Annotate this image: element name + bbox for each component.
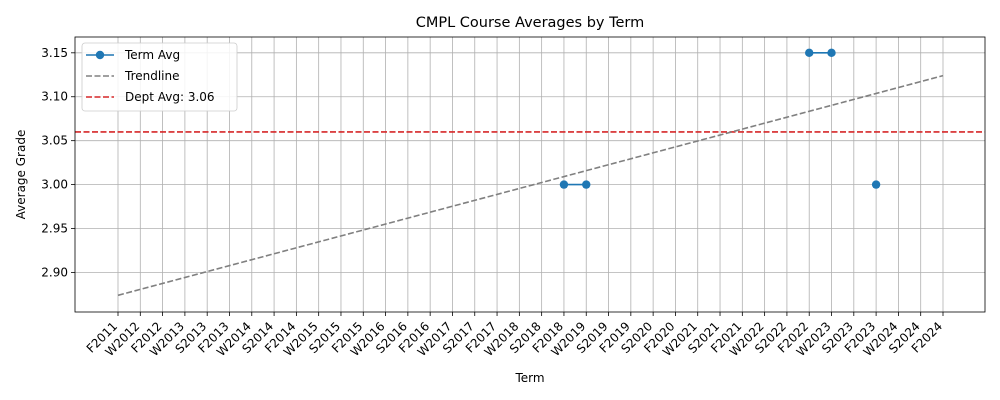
legend-box — [81, 42, 238, 112]
y-tick-label: 3.10 — [41, 90, 68, 104]
chart-title: CMPL Course Averages by Term — [416, 15, 645, 31]
plot-frame — [74, 36, 986, 313]
legend: Term Avg Trendline Dept Avg: 3.06 — [81, 42, 238, 112]
trendline — [117, 74, 944, 297]
y-tick-label: 2.95 — [41, 222, 68, 236]
term-avg-point — [559, 180, 569, 189]
y-tick-label: 3.00 — [41, 178, 68, 192]
term-avg-point — [827, 48, 836, 58]
legend-dept-avg-label: Dept Avg: 3.06 — [125, 90, 215, 104]
term-avg-point — [871, 180, 881, 189]
legend-term-avg-label: Term Avg — [124, 48, 180, 62]
series-layer — [75, 48, 985, 297]
x-axis-label: Term — [514, 371, 544, 385]
y-tick-label: 2.90 — [41, 265, 68, 279]
y-tick-label: 3.15 — [41, 46, 68, 60]
term-avg-point — [805, 48, 814, 58]
y-tick-label: 3.05 — [41, 134, 68, 148]
term-avg-point — [582, 180, 591, 189]
legend-term-avg-marker — [95, 50, 105, 60]
y-axis-label: Average Grade — [14, 130, 28, 220]
legend-trendline-label: Trendline — [124, 69, 180, 83]
